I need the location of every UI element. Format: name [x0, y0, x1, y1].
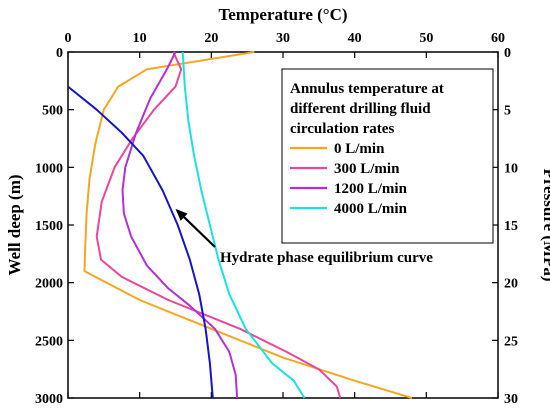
legend-title-line-1: Annulus temperature at: [290, 81, 444, 97]
legend-label: 300 L/min: [334, 161, 400, 177]
chart-lines: [67, 51, 413, 399]
legend: Annulus temperature at different drillin…: [281, 68, 494, 244]
x-tick-label: 10: [133, 31, 147, 46]
x-tick-label: 60: [491, 31, 505, 46]
x-tick-label: 20: [204, 31, 218, 46]
x-tick-label: 50: [419, 31, 433, 46]
series-line: [95, 51, 342, 399]
annotation-text: Hydrate phase equilibrium curve: [220, 250, 433, 266]
y-tick-label: 1000: [35, 161, 63, 176]
y2-axis-title: Pressure (MPa): [540, 168, 550, 281]
y-tick-label: 2000: [35, 277, 63, 292]
y2-tick-label: 0: [504, 46, 511, 61]
legend-label: 0 L/min: [334, 141, 385, 157]
y2-tick-label: 10: [504, 161, 518, 176]
hydrate-equilibrium-curve: [67, 85, 214, 399]
axis-ticks: 0 10 20 30 40 50 60050010001500200025003000051…: [35, 31, 518, 407]
legend-label: 1200 L/min: [334, 181, 408, 197]
y-tick-label: 2500: [35, 334, 63, 349]
annotation-arrow: [183, 216, 216, 248]
y2-tick-label: 5: [504, 104, 511, 119]
y-tick-label: 500: [42, 104, 63, 119]
annotation: Hydrate phase equilibrium curve: [175, 208, 433, 266]
x-tick-label: 0: [65, 31, 72, 46]
legend-title-line-2: different drilling fluid: [290, 101, 431, 117]
x-tick-label: 40: [348, 31, 362, 46]
y2-tick-label: 30: [504, 392, 518, 407]
y-tick-label: 1500: [35, 219, 63, 234]
x-tick-label: 30: [276, 31, 290, 46]
y2-tick-label: 20: [504, 277, 518, 292]
legend-items: 0 L/min 300 L/min 1200 L/min 4000 L/min: [290, 141, 408, 217]
series-line: [181, 51, 306, 399]
y-axis-title: Well deep (m): [5, 174, 24, 275]
x-axis-title: Temperature (°C): [218, 5, 347, 24]
y2-tick-label: 15: [504, 219, 518, 234]
y-tick-label: 3000: [35, 392, 63, 407]
y2-tick-label: 25: [504, 334, 518, 349]
y-tick-label: 0: [56, 46, 63, 61]
legend-label: 4000 L/min: [334, 201, 408, 217]
legend-box: [281, 68, 494, 244]
legend-title-line-3: circulation rates: [290, 121, 394, 137]
series-line: [121, 51, 239, 399]
annotation-arrowhead: [175, 208, 188, 221]
series-line: [83, 51, 413, 399]
